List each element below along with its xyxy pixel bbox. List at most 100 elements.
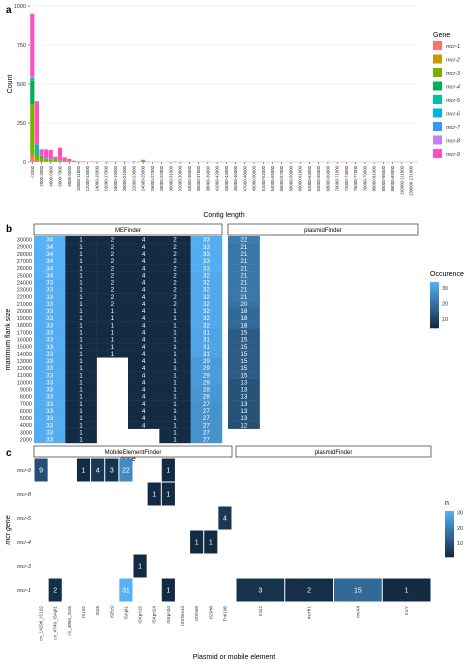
panel-c-xtick-label: Tn6196 — [222, 606, 227, 622]
heat-cell — [34, 407, 66, 415]
heat-cell-label: 4 — [142, 251, 146, 258]
panel-a-xtick-label: 49000-50000 — [252, 165, 257, 191]
heat-cell — [228, 400, 260, 408]
heat-cell-label: 32 — [203, 322, 211, 329]
heat-cell — [128, 328, 160, 337]
heat-cell — [96, 243, 129, 251]
heat-cell-label: 4 — [142, 322, 146, 329]
colorbar-segment — [430, 326, 439, 329]
heat-cell — [159, 364, 191, 372]
heat-cell-label: 1 — [79, 365, 83, 372]
panel-b-ytick-label: 10000 — [17, 380, 32, 386]
colorbar-tick-label: 30 — [457, 511, 463, 517]
bar-segment-mcr-3 — [30, 104, 35, 156]
panel-b-ytick-label: 13000 — [17, 359, 32, 365]
heat-cell-label: 27 — [203, 422, 211, 429]
panel-a-xtick-label: 47000-48000 — [242, 165, 247, 191]
heat-cell-label: 4 — [142, 301, 146, 308]
heat-cell — [128, 335, 160, 344]
heat-cell — [34, 307, 66, 315]
heat-cell-label: 15 — [240, 337, 248, 344]
heat-cell-label: 34 — [46, 272, 54, 279]
panel-c-xtick-label: ISShe8 — [194, 606, 199, 622]
heat-cell — [34, 458, 48, 482]
heat-cell — [228, 307, 260, 315]
heat-cell-label: 2 — [173, 301, 177, 308]
heat-cell — [128, 364, 160, 372]
panel-b-ytick-label: 14000 — [17, 352, 32, 358]
heat-cell — [228, 414, 260, 422]
heat-cell-label: 33 — [46, 287, 54, 294]
heat-cell-label: 33 — [46, 351, 54, 358]
bar-segment-mcr-5 — [34, 144, 40, 154]
heat-cell-label: 33 — [46, 415, 54, 422]
panel-a-xtick-label: 62000-63000 — [307, 165, 312, 191]
heat-cell-label: 1 — [79, 401, 83, 408]
heat-cell — [96, 285, 129, 294]
heat-cell — [159, 393, 191, 401]
heat-cell-label: 1 — [79, 372, 83, 379]
heat-cell-label: 1 — [111, 315, 115, 322]
heat-cell — [228, 278, 260, 287]
heat-cell — [128, 285, 160, 294]
heat-cell-label: 32 — [203, 272, 211, 279]
heat-cell-label: 1 — [173, 429, 177, 436]
heat-cell-label: 1 — [79, 301, 83, 308]
bar-segment-mcr-9 — [57, 147, 63, 161]
heat-cell-label: 21 — [240, 265, 248, 272]
heat-cell — [65, 300, 97, 308]
panel-a-xtick-label: 34000-35000 — [187, 165, 192, 191]
panel-c-ytick-label: mcr-9 — [17, 468, 31, 474]
heat-cell-label: 1 — [166, 588, 170, 595]
heat-cell-label: 2 — [111, 251, 115, 258]
panel-a-xtick-label: 2000-3000 — [39, 165, 44, 186]
facet-strip-label: MEFinder — [115, 228, 141, 234]
heat-cell-label: 4 — [142, 330, 146, 337]
heat-cell — [128, 271, 160, 280]
heat-cell-label: 1 — [79, 315, 83, 322]
panel-c-xtick-label: IncX4 — [355, 606, 360, 618]
legend-swatch-mcr-3 — [433, 68, 442, 77]
heat-cell — [159, 385, 191, 394]
panel-a-xtick-label: 51000-52000 — [261, 165, 266, 191]
panel-a-xtick-label: 130000-131000 — [409, 165, 414, 196]
panel-c-xtick-label: ISSH8 — [208, 606, 213, 620]
colorbar-segment — [445, 555, 454, 558]
panel-b-ytick-label: 25000 — [17, 273, 32, 279]
heat-cell-label: 2 — [111, 280, 115, 287]
legend-swatch-mcr-5 — [433, 95, 442, 104]
heat-cell — [228, 285, 260, 294]
heat-cell-label: 1 — [79, 358, 83, 365]
panel-c-xtick-label: IS26 — [95, 606, 100, 616]
heat-cell-label: 33 — [46, 437, 54, 444]
panel-b-ytick-label: 8000 — [20, 395, 32, 401]
heat-cell-label: 31 — [203, 330, 211, 337]
heat-cell — [228, 271, 260, 280]
panel-c-xtick-label: ISKpn34 — [166, 606, 171, 624]
colorbar-segment — [430, 300, 439, 303]
heat-cell-label: 1 — [79, 294, 83, 301]
heat-cell — [91, 458, 105, 482]
heat-cell — [119, 458, 133, 482]
heat-cell-label: 29 — [203, 379, 211, 386]
heat-cell-label: 4 — [142, 387, 146, 394]
panel-b-ytick-label: 22000 — [17, 295, 32, 301]
heat-cell-label: 33 — [46, 301, 54, 308]
heat-cell-label: 22 — [122, 468, 130, 475]
panel-a-xtick-label: 14000-15000 — [94, 165, 99, 191]
heat-cell — [96, 271, 129, 280]
colorbar-segment — [430, 318, 439, 321]
heat-cell-label: 1 — [173, 315, 177, 322]
heat-cell-label: 1 — [79, 244, 83, 251]
panel-c-ytick-label: mcr-4 — [17, 540, 31, 546]
colorbar-segment — [430, 306, 439, 309]
heat-cell-label: 13 — [240, 379, 248, 386]
heat-cell — [96, 343, 129, 351]
colorbar-segment — [430, 295, 439, 298]
heat-cell-label: 32 — [203, 287, 211, 294]
panel-b-ytick-label: 28000 — [17, 252, 32, 258]
heat-cell-label: 31 — [203, 337, 211, 344]
heat-cell-label: 34 — [46, 265, 54, 272]
heat-cell — [128, 278, 160, 287]
